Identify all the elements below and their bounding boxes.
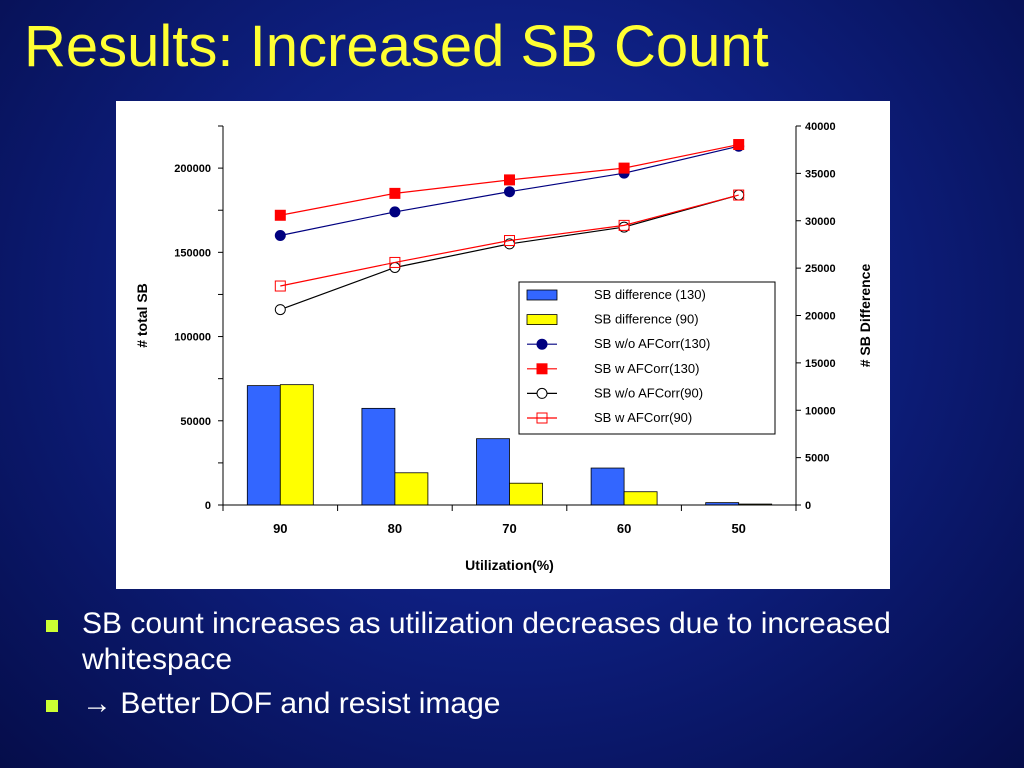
data-point [504,174,515,186]
legend-label: SB w AFCorr(90) [594,410,692,425]
data-point [274,304,286,316]
data-point [618,162,630,174]
data-point [733,189,745,201]
bar [476,438,510,506]
bar [246,385,281,506]
x-tick-label: 60 [617,521,631,536]
data-point [504,235,515,247]
left-tick-label: 0 [205,500,211,512]
square-bullet-icon [46,620,58,632]
data-point [389,206,401,218]
data-point [504,186,515,198]
data-point [733,139,745,151]
legend-label: SB w AFCorr(130) [594,361,699,376]
slide-title: Results: Increased SB Count [24,14,769,79]
data-point [274,229,286,241]
bullet-text: SB count increases as utilization decrea… [82,607,891,676]
right-tick-label: 35000 [805,168,836,180]
right-tick-label: 25000 [805,263,836,275]
square-bullet-icon [46,700,58,712]
left-tick-label: 150000 [174,247,211,259]
right-tick-label: 20000 [805,311,836,323]
combo-chart: 0 50000 100000 150000 200000 0 5000 10000 15000 2… [134,121,873,573]
data-point [389,256,401,268]
chart-panel: 0 50000 100000 150000 200000 0 5000 10000 15000 2… [116,101,890,589]
right-tick-label: 15000 [805,358,836,370]
x-tick-label: 70 [502,521,516,536]
bar [361,407,396,506]
bullet-item: → Better DOF and resist image [44,686,1004,722]
data-point [274,209,286,221]
data-point [618,219,630,231]
left-tick-label: 200000 [174,163,211,175]
right-tick-label: 40000 [805,121,836,133]
right-tick-label: 0 [805,500,811,512]
legend-label: SB difference (130) [594,287,706,302]
left-tick-label: 50000 [180,416,211,428]
left-axis-title: # total SB [134,283,150,348]
bullet-item: SB count increases as utilization decrea… [44,606,1004,678]
x-tick-label: 80 [388,521,402,536]
data-point [389,187,401,199]
legend-label: SB difference (90) [594,312,699,327]
legend-marker [536,338,548,350]
legend-label: SB w/o AFCorr(90) [594,385,703,400]
legend-marker [536,387,548,399]
bar [279,384,314,506]
legend-label: SB w/o AFCorr(130) [594,336,710,351]
legend-marker [536,412,548,424]
legend-box [518,281,776,435]
left-tick-label: 100000 [174,332,211,344]
legend-swatch [526,314,558,326]
series-line [280,194,739,287]
bullet-list: SB count increases as utilization decrea… [44,606,1004,730]
right-tick-label: 10000 [805,405,836,417]
bullet-text: Better DOF and resist image [112,687,501,720]
x-axis-title: Utilization(%) [465,557,554,573]
right-tick-label: 5000 [805,453,829,465]
x-tick-label: 50 [731,521,745,536]
right-axis-title: # SB Difference [857,264,873,368]
legend-swatch [526,289,558,301]
bar [623,491,658,506]
x-tick-label: 90 [273,521,287,536]
bar [394,472,429,506]
data-point [274,280,286,292]
legend-marker [536,363,548,375]
bar [590,467,625,506]
right-arrow-icon: → [82,687,112,720]
right-tick-label: 30000 [805,216,836,228]
bar [509,482,543,506]
